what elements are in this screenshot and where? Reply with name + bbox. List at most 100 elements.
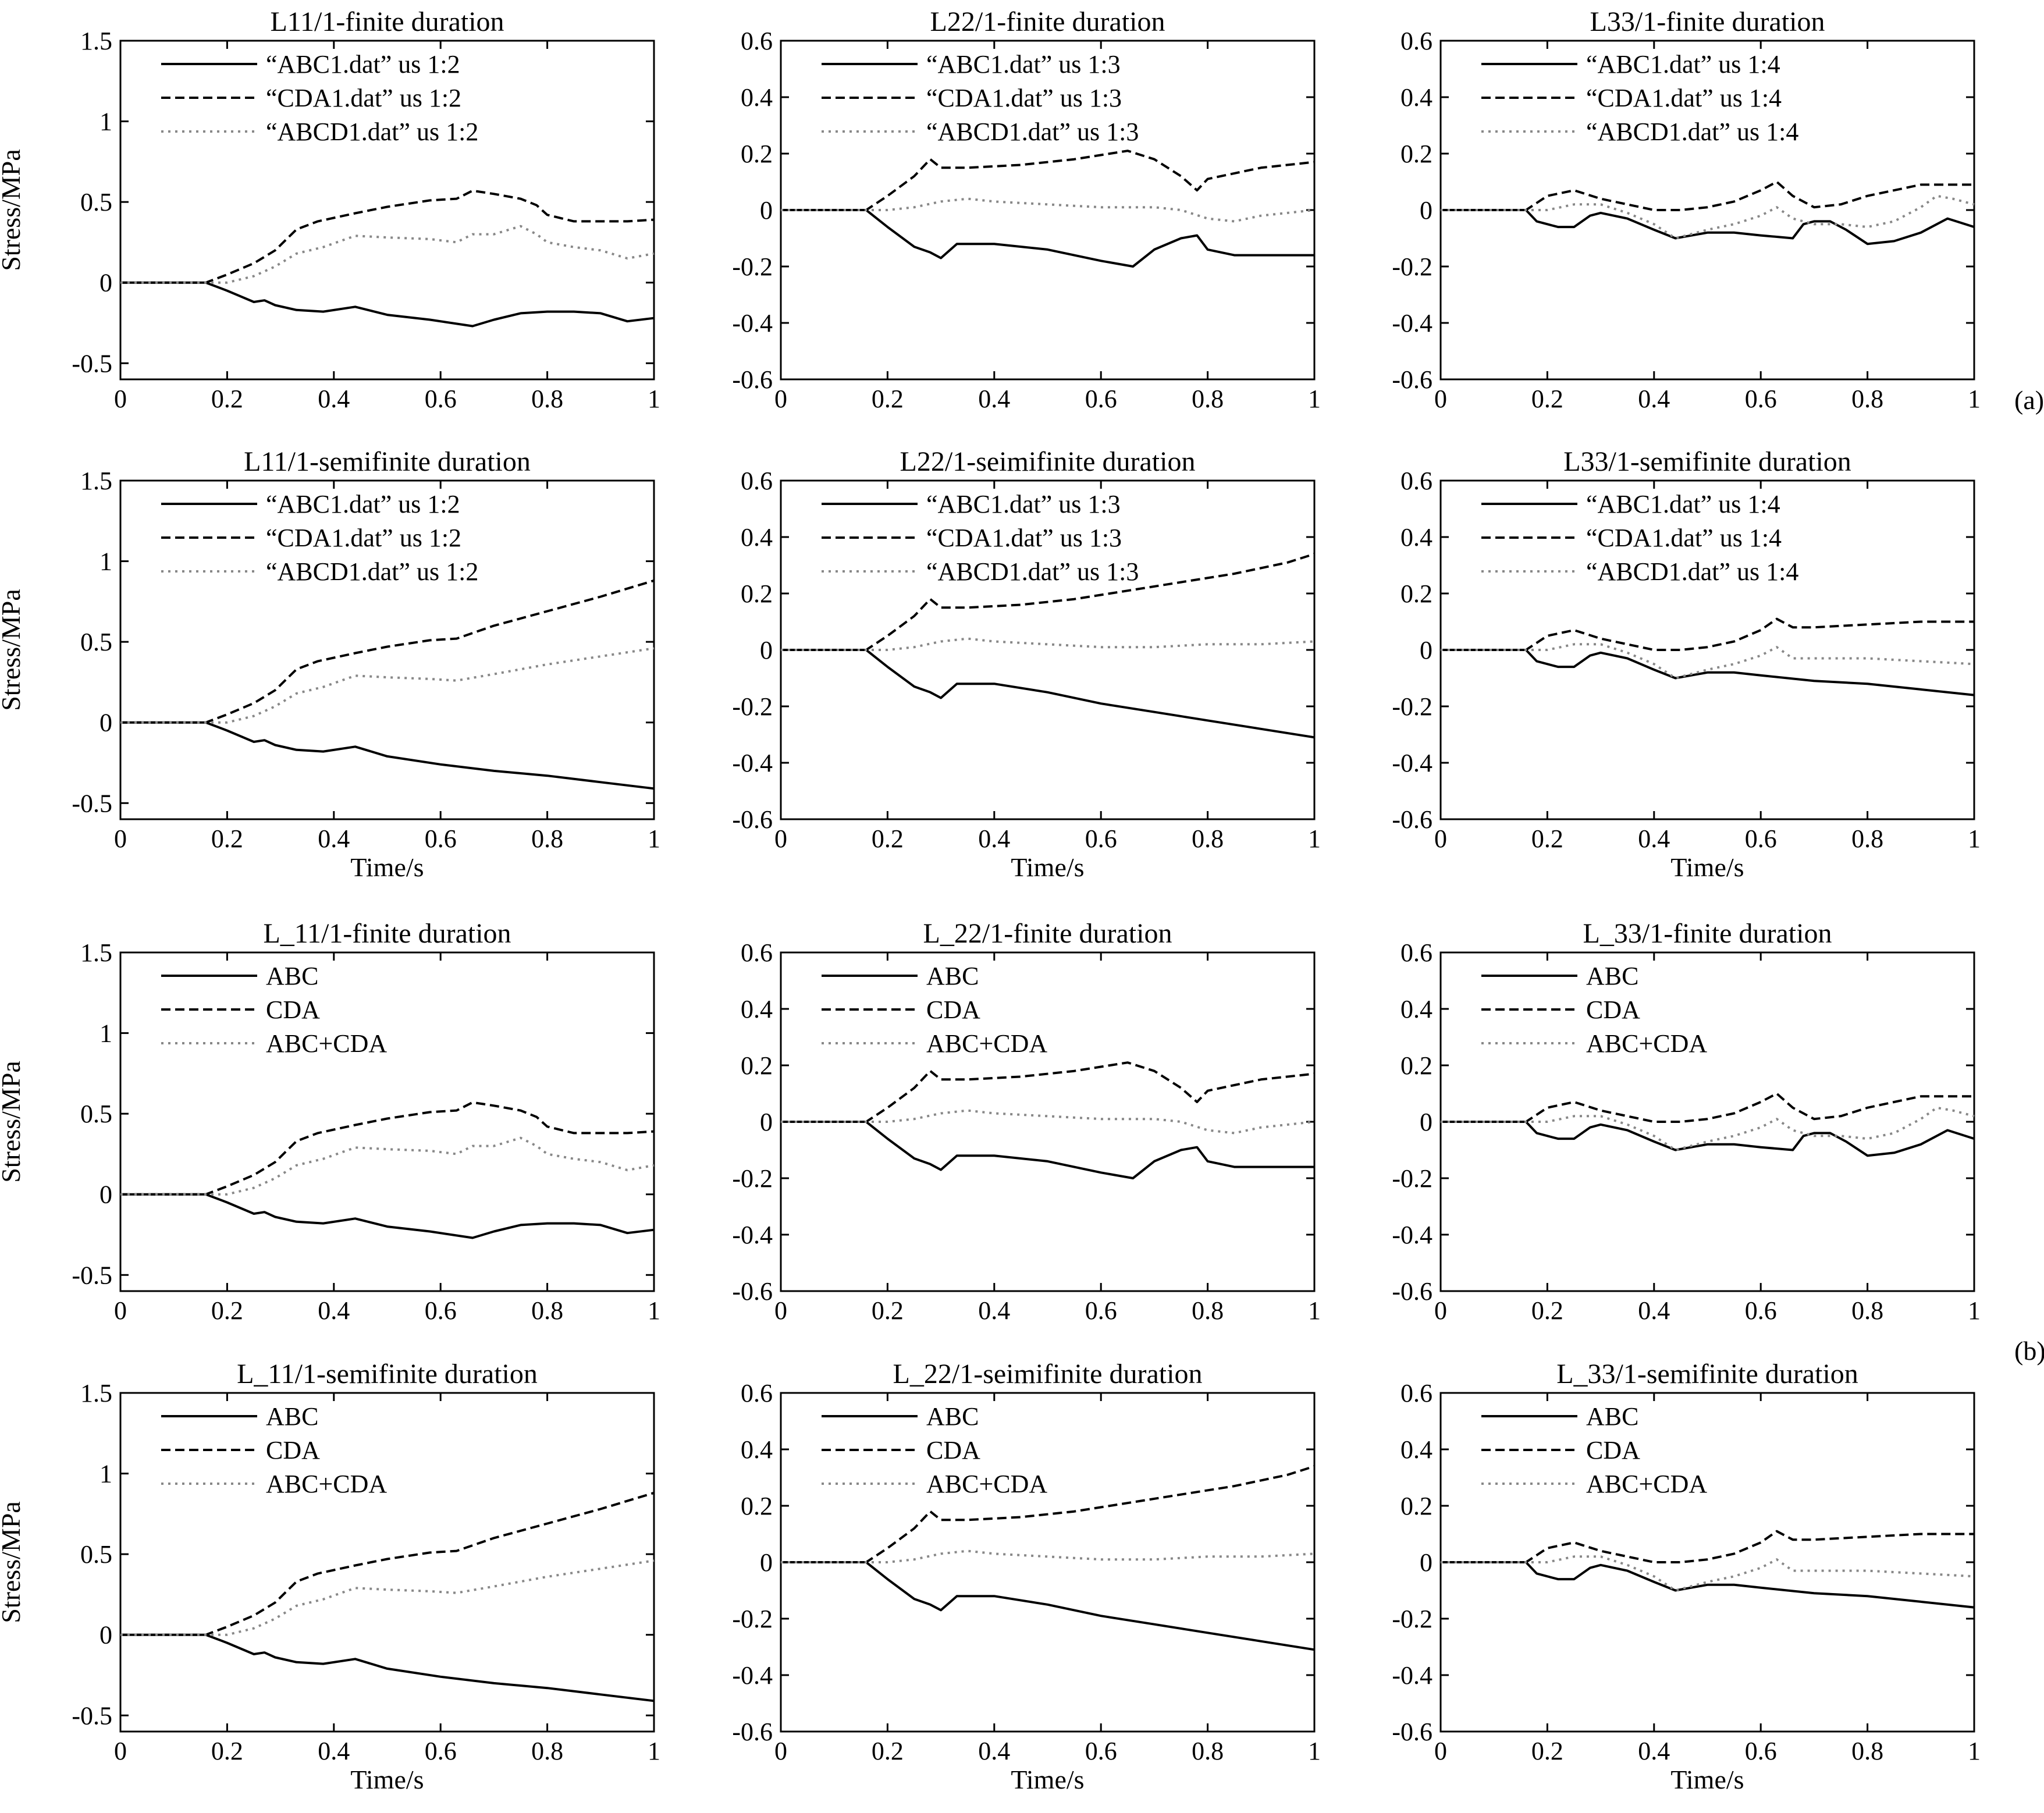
x-tick-label: 0.8 — [531, 1296, 563, 1325]
chart-title: L_11/1-semifinite duration — [237, 1359, 538, 1389]
x-tick-label: 1 — [1308, 824, 1321, 853]
chart-panel: L_22/1-finite duration 0 0.2 0.4 0.6 0.8 1 -0.6… — [732, 918, 1321, 1325]
x-tick-label: 0.8 — [1851, 1737, 1883, 1765]
series-line-dotted — [120, 1559, 655, 1636]
x-tick-label: 0 — [114, 385, 127, 413]
x-tick-label: 1 — [1968, 1737, 1981, 1765]
y-tick-label: -0.2 — [732, 253, 773, 281]
chart-title: L11/1-finite duration — [270, 6, 504, 37]
x-tick-label: 0.2 — [1531, 1737, 1563, 1765]
series-line-dotted — [781, 1549, 1315, 1563]
series-line-solid — [120, 1193, 655, 1239]
y-tick-label: -0.6 — [1392, 1277, 1432, 1306]
plot-frame — [119, 1392, 655, 1733]
legend-label: “ABC1.dat” us 1:4 — [1586, 50, 1780, 79]
x-tick-label: 0.2 — [1531, 385, 1563, 413]
legend-label: ABC+CDA — [926, 1470, 1047, 1498]
y-tick-label: 0 — [99, 1181, 112, 1209]
x-tick-label: 0.8 — [1851, 385, 1883, 413]
x-tick-label: 0.2 — [211, 1296, 243, 1325]
x-tick-label: 0.2 — [211, 1737, 243, 1765]
chart-title: L_33/1-finite duration — [1583, 918, 1832, 949]
x-tick-label: 0.4 — [318, 385, 350, 413]
x-tick-label: 0.8 — [531, 1737, 563, 1765]
x-tick-label: 0.4 — [978, 1296, 1010, 1325]
x-axis-label: Time/s — [1670, 1765, 1744, 1794]
y-tick-label: 0 — [1420, 196, 1432, 225]
x-tick-label: 0 — [774, 385, 787, 413]
plot-frame — [119, 40, 655, 381]
y-tick-label: 0.4 — [741, 83, 773, 112]
x-tick-label: 0.2 — [1531, 824, 1563, 853]
legend-label: CDA — [926, 996, 980, 1024]
x-tick-label: 1 — [648, 1296, 660, 1325]
y-tick-label: -0.6 — [1392, 365, 1432, 394]
x-tick-label: 0 — [774, 1296, 787, 1325]
y-axis-label: Stress/MPa — [0, 1501, 26, 1623]
y-tick-label: 0.5 — [80, 1540, 112, 1569]
legend-label: “CDA1.dat” us 1:3 — [926, 84, 1122, 112]
y-tick-label: 1 — [99, 1019, 112, 1048]
series-line-dashed — [781, 150, 1315, 211]
y-tick-label: -0.6 — [732, 1718, 773, 1746]
series-line-solid — [781, 1121, 1314, 1179]
y-tick-label: 0.2 — [741, 580, 773, 608]
series-line-dashed — [781, 1465, 1315, 1563]
x-tick-label: 0.6 — [1085, 1737, 1117, 1765]
legend-label: “CDA1.dat” us 1:4 — [1586, 524, 1782, 552]
legend-label: “ABCD1.dat” us 1:4 — [1586, 118, 1798, 146]
x-tick-label: 0.6 — [1085, 1296, 1117, 1325]
plot-frame — [119, 479, 655, 820]
x-tick-label: 0.4 — [978, 385, 1010, 413]
x-tick-label: 0 — [114, 824, 127, 853]
x-tick-label: 1 — [1308, 1737, 1321, 1765]
y-tick-label: 0.6 — [1400, 1379, 1432, 1407]
chart-title: L22/1-finite duration — [930, 6, 1165, 37]
series-line-dotted — [781, 637, 1315, 651]
y-axis-label: Stress/MPa — [0, 1061, 26, 1183]
y-tick-label: -0.2 — [732, 1164, 773, 1193]
series-line-dashed — [1441, 1092, 1974, 1123]
x-tick-label: 0.8 — [1192, 385, 1224, 413]
y-tick-label: 0.4 — [1400, 995, 1432, 1023]
series-line-dashed — [781, 1061, 1315, 1123]
series-line-dotted — [120, 1136, 655, 1196]
x-tick-label: 1 — [648, 385, 660, 413]
legend-label: “ABC1.dat” us 1:2 — [266, 490, 460, 518]
y-tick-label: 0.2 — [741, 1051, 773, 1080]
x-tick-label: 0.4 — [318, 1737, 350, 1765]
legend-label: “CDA1.dat” us 1:2 — [266, 524, 461, 552]
y-tick-label: 0.6 — [741, 27, 773, 55]
y-tick-label: 0 — [99, 269, 112, 297]
legend-label: CDA — [266, 1436, 320, 1464]
chart-panel: L22/1-seimifinite duration 0 0.2 0.4 0.6 0.8 1… — [732, 446, 1321, 882]
y-tick-label: -0.6 — [732, 1277, 773, 1306]
chart-panel: L_33/1-semifinite duration 0 0.2 0.4 0.6 0.8 1… — [1392, 1359, 1981, 1794]
series-line-dashed — [120, 189, 655, 284]
x-tick-label: 1 — [1308, 385, 1321, 413]
x-axis-label: Time/s — [1670, 852, 1744, 882]
x-tick-label: 0.8 — [531, 824, 563, 853]
x-tick-label: 0 — [1434, 824, 1447, 853]
y-tick-label: 0.2 — [1400, 1492, 1432, 1520]
series-line-dashed — [781, 553, 1315, 651]
y-tick-label: 0.6 — [741, 939, 773, 967]
figure-tag-a: (a) — [2014, 385, 2044, 415]
y-tick-label: 0.4 — [1400, 83, 1432, 112]
y-tick-label: 0.5 — [80, 628, 112, 656]
y-tick-label: 0.4 — [1400, 1435, 1432, 1464]
x-tick-label: 0.2 — [211, 824, 243, 853]
y-tick-label: 0 — [1420, 1548, 1432, 1577]
series-line-solid — [1441, 1561, 1975, 1609]
y-tick-label: -0.4 — [1392, 1221, 1432, 1249]
legend-label: CDA — [1586, 1436, 1640, 1464]
series-line-dashed — [1441, 1530, 1974, 1563]
series-line-dashed — [1441, 180, 1974, 211]
x-tick-label: 0.2 — [1531, 1296, 1563, 1325]
chart-panel: L_11/1-semifinite duration 0 0.2 0.4 0.6 0.8 1… — [0, 1359, 660, 1794]
x-tick-label: 0 — [114, 1296, 127, 1325]
legend-label: ABC+CDA — [1586, 1470, 1707, 1498]
x-tick-label: 0.2 — [872, 1296, 904, 1325]
x-tick-label: 1 — [1968, 385, 1981, 413]
